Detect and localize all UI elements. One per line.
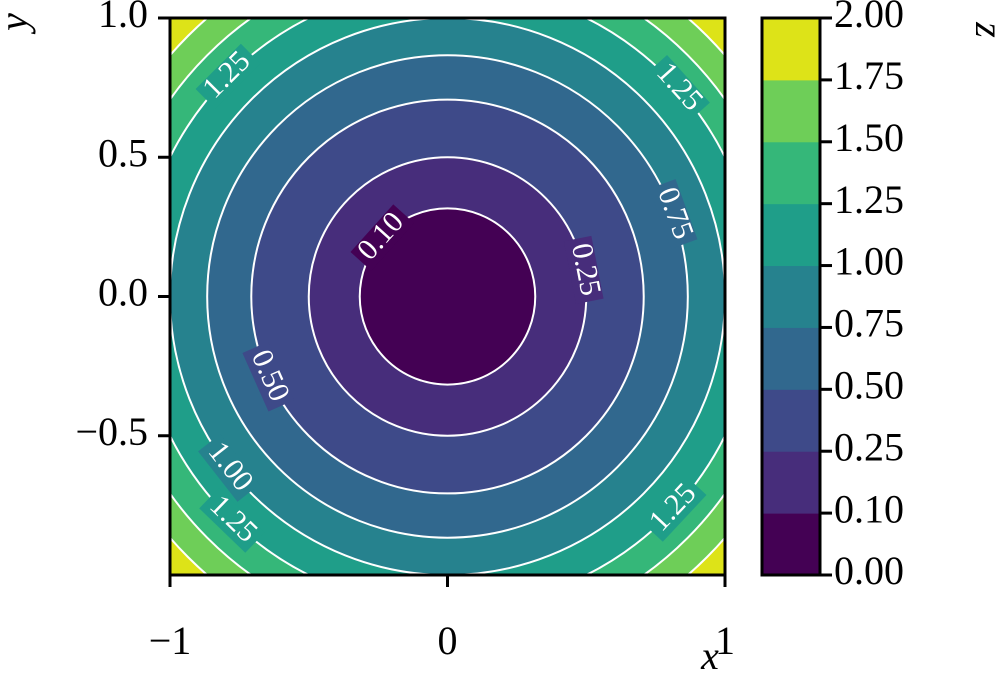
contour-label-gap	[649, 179, 698, 249]
colorbar-tick-label: 0.10	[834, 486, 904, 531]
colorbar-band	[762, 265, 820, 328]
contour-band	[359, 208, 536, 385]
colorbar-band	[762, 451, 820, 514]
contour-label-gap	[642, 475, 707, 542]
y-tick-label: 1.0	[98, 0, 148, 36]
colorbar-frame	[760, 16, 822, 577]
colorbar-band	[762, 327, 820, 390]
colorbar-tick-label: 0.75	[834, 301, 904, 346]
colorbar-tick-label: 1.75	[834, 53, 904, 98]
colorbar-band	[762, 18, 820, 81]
colorbar-band	[762, 141, 820, 205]
contour-label-gap	[242, 341, 295, 412]
colorbar-band	[762, 389, 820, 452]
y-axis-label: y	[0, 13, 36, 35]
contour-label-gap	[199, 488, 265, 553]
y-tick-label: 0.0	[98, 270, 148, 315]
colorbar-tick-label: 1.25	[834, 177, 904, 222]
colorbar-band	[762, 79, 820, 143]
x-axis-label: x	[700, 633, 719, 678]
contour-label-gap	[195, 43, 261, 109]
colorbar-tick-label: 2.00	[834, 0, 904, 36]
colorbar-band	[762, 513, 820, 576]
y-tick-label: −0.5	[75, 409, 148, 454]
colorbar-tick-label: 1.50	[834, 115, 904, 160]
x-tick-label: 0	[438, 618, 458, 663]
y-tick-label: 0.5	[98, 130, 148, 175]
contour-line	[206, 54, 689, 539]
contour-label-gap	[646, 55, 710, 122]
contour-line	[358, 207, 537, 386]
contour-label-gap	[350, 204, 415, 271]
colorbar-band	[762, 203, 820, 267]
colorbar-label: z	[967, 21, 1000, 38]
colorbar-tick-label: 1.00	[834, 239, 904, 284]
contour-label-gap	[563, 235, 604, 305]
x-tick-label: 1	[715, 618, 735, 663]
contour-line	[250, 98, 645, 495]
x-tick-label: −1	[149, 618, 192, 663]
colorbar-tick-label: 0.50	[834, 363, 904, 408]
colorbar-tick-label: 0.00	[834, 548, 904, 593]
contour-label-gap	[198, 434, 260, 502]
colorbar-tick-label: 0.25	[834, 424, 904, 469]
